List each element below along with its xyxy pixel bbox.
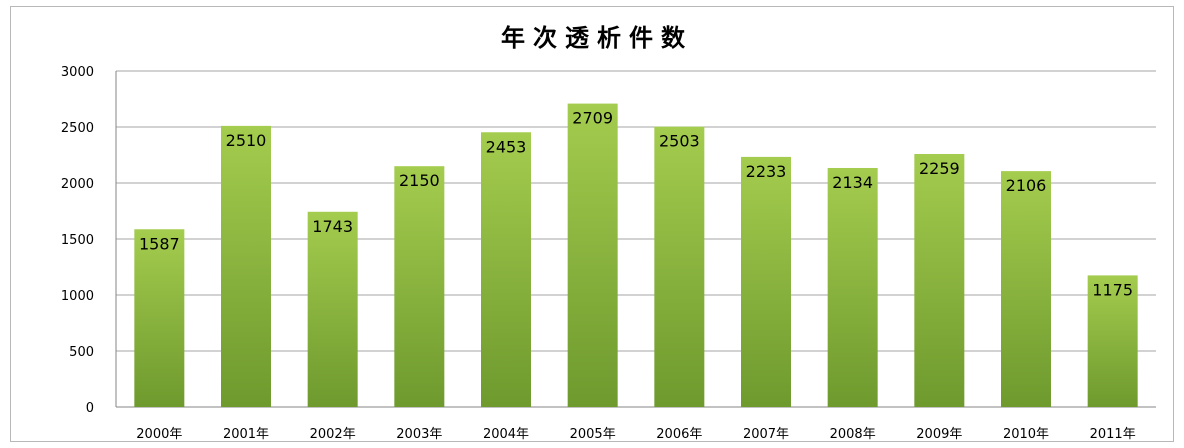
x-tick-label: 2002年: [310, 427, 356, 442]
data-label: 2150: [399, 171, 440, 190]
bar: [134, 229, 185, 407]
data-labels: 1587 2510 1743 2150 2453 2709 2503 2233 2134 2259…: [139, 109, 1133, 300]
y-tick-label: 0: [86, 401, 94, 416]
data-label: 1175: [1092, 280, 1133, 299]
x-tick-label: 2010年: [1003, 427, 1049, 442]
bar: [567, 103, 618, 407]
y-tick-label: 2500: [61, 121, 94, 136]
y-tick-label: 1500: [61, 233, 94, 248]
chart-title: 年次透析件数: [501, 24, 693, 52]
x-axis-ticks: 2000年 2001年 2002年 2003年 2004年 2005年 2006年 2007年…: [136, 427, 1135, 442]
bar: [914, 153, 965, 407]
bar: [481, 132, 531, 407]
x-tick-label: 2000年: [136, 427, 182, 442]
y-tick-label: 2000: [61, 177, 94, 192]
bar: [1001, 171, 1051, 407]
x-tick-label: 2004年: [483, 427, 529, 442]
x-tick-label: 2008年: [830, 427, 876, 442]
bar: [394, 166, 445, 407]
y-tick-label: 1000: [61, 289, 94, 304]
bar: [654, 126, 705, 407]
bar: [827, 167, 878, 407]
gridlines: [116, 70, 1156, 352]
data-label: 2503: [659, 132, 700, 151]
y-tick-label: 3000: [61, 65, 94, 80]
bars: [134, 103, 1138, 407]
data-label: 1587: [139, 234, 180, 253]
data-label: 2510: [226, 131, 267, 150]
data-label: 2134: [832, 173, 873, 192]
x-tick-label: 2003年: [396, 427, 442, 442]
data-label: 2259: [919, 159, 960, 178]
data-label: 2233: [746, 162, 787, 181]
y-axis-ticks: 0 500 1000 1500 2000 2500 3000: [61, 65, 94, 416]
data-label: 2709: [572, 109, 613, 128]
x-tick-label: 2005年: [570, 427, 616, 442]
data-label: 2453: [486, 137, 527, 156]
y-tick-label: 500: [69, 345, 94, 360]
axes: [115, 71, 1156, 408]
data-label: 1743: [312, 217, 353, 236]
bar: [307, 211, 358, 407]
x-tick-label: 2001年: [223, 427, 269, 442]
bar: [221, 125, 271, 407]
data-label: 2106: [1006, 176, 1047, 195]
bar: [741, 156, 791, 407]
bar: [1087, 275, 1138, 407]
x-tick-label: 2007年: [743, 427, 789, 442]
x-tick-label: 2006年: [656, 427, 702, 442]
x-tick-label: 2009年: [916, 427, 962, 442]
x-tick-label: 2011年: [1090, 427, 1136, 442]
